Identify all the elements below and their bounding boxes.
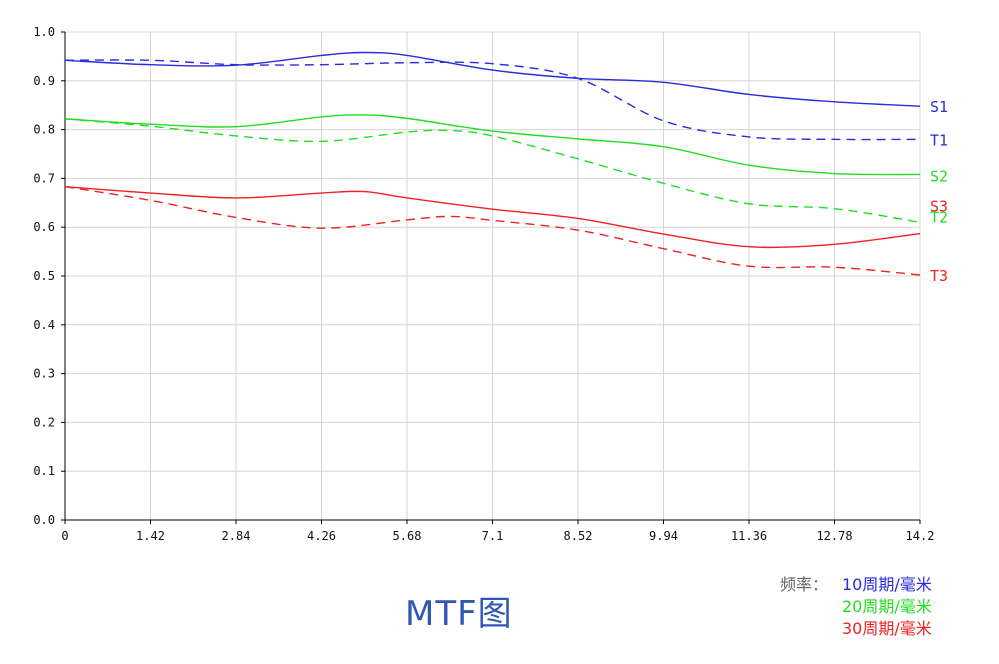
series-line-s2 <box>64 114 921 176</box>
series-label-t2: T2 <box>930 208 948 226</box>
x-tick-label: 12.78 <box>816 529 852 543</box>
frequency-prefix: 频率： <box>780 575 829 594</box>
series-line-t2 <box>64 118 921 224</box>
y-tick-label: 0.7 <box>33 171 55 185</box>
grid <box>64 31 921 521</box>
y-tick-label: 0.2 <box>33 415 55 429</box>
frequency-legend: 频率： 10周期/毫米 20周期/毫米 30周期/毫米 <box>780 574 932 640</box>
series-line-t1 <box>64 59 921 141</box>
axes <box>61 31 921 524</box>
x-tick-label: 9.94 <box>649 529 678 543</box>
series-label-t1: T1 <box>930 131 948 149</box>
tick-labels: 0 1.42 2.84 4.26 5.68 7.1 8.52 9.94 11.36 12.78 14… <box>33 25 934 543</box>
legend-row-20: 20周期/毫米 <box>780 596 932 618</box>
y-tick-label: 0.9 <box>33 74 55 88</box>
y-tick-label: 0.3 <box>33 367 55 381</box>
x-tick-label: 8.52 <box>564 529 593 543</box>
series-line-s1 <box>64 51 921 107</box>
y-tick-label: 0.4 <box>33 318 55 332</box>
chart-title: MTF图 <box>405 594 513 634</box>
y-tick-label: 0.5 <box>33 269 55 283</box>
y-tick-label: 0.6 <box>33 220 55 234</box>
x-tick-label: 2.84 <box>222 529 251 543</box>
x-tick-label: 1.42 <box>136 529 165 543</box>
series-line-s3 <box>64 185 921 249</box>
series-line-t3 <box>64 186 921 276</box>
y-tick-label: 0.0 <box>33 513 55 527</box>
y-tick-label: 0.8 <box>33 123 55 137</box>
legend-item-10: 10周期/毫米 <box>842 575 932 594</box>
x-tick-label: 11.36 <box>731 529 767 543</box>
series-label-s1: S1 <box>930 98 948 116</box>
legend-row-10: 频率： 10周期/毫米 <box>780 574 932 596</box>
x-tick-label: 4.26 <box>307 529 336 543</box>
y-tick-label: 0.1 <box>33 464 55 478</box>
x-tick-label: 14.2 <box>906 529 935 543</box>
x-tick-label: 0 <box>61 529 68 543</box>
series-label-t3: T3 <box>930 267 948 285</box>
series-label-s3: S3 <box>930 198 948 216</box>
legend-row-30: 30周期/毫米 <box>780 618 932 640</box>
legend-item-20: 20周期/毫米 <box>842 597 932 616</box>
series-lines <box>64 51 921 276</box>
x-tick-label: 5.68 <box>393 529 422 543</box>
legend-item-30: 30周期/毫米 <box>842 619 932 638</box>
x-tick-label: 7.1 <box>482 529 504 543</box>
y-tick-label: 1.0 <box>33 25 55 39</box>
series-label-s2: S2 <box>930 167 948 185</box>
